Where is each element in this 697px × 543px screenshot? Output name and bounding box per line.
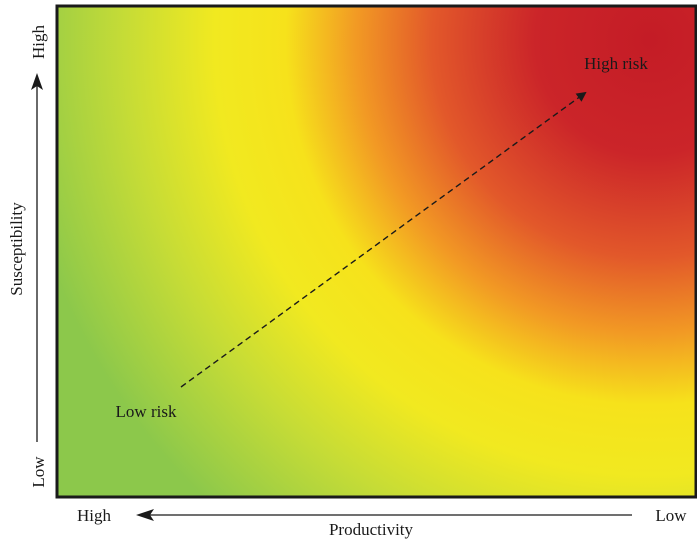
x-axis-high-label: High xyxy=(77,506,112,525)
x-axis-title: Productivity xyxy=(329,520,414,539)
plot-border xyxy=(55,4,697,499)
x-axis-low-label: Low xyxy=(655,506,687,525)
risk-gradient-area xyxy=(57,6,697,497)
y-axis-title: Susceptibility xyxy=(7,202,26,296)
low-risk-label: Low risk xyxy=(116,402,177,421)
y-axis-low-label: Low xyxy=(29,456,48,488)
risk-direction-arrow xyxy=(180,91,587,388)
y-axis-high-label: High xyxy=(29,25,48,60)
y-axis-arrowhead xyxy=(31,73,43,90)
x-axis-arrowhead xyxy=(136,509,154,521)
high-risk-label: High risk xyxy=(584,54,648,73)
